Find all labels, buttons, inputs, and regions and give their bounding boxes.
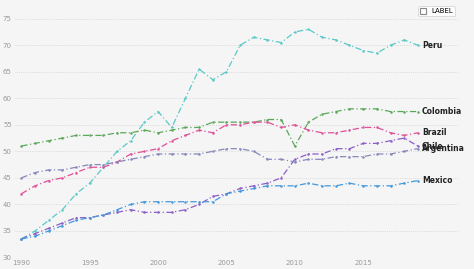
Text: Brazil: Brazil xyxy=(422,128,447,137)
Text: Colombia: Colombia xyxy=(422,107,462,116)
Text: Chile: Chile xyxy=(422,141,444,151)
Legend: LABEL: LABEL xyxy=(419,6,456,16)
Text: Argentina: Argentina xyxy=(422,144,465,153)
Text: Peru: Peru xyxy=(422,41,442,50)
Text: Mexico: Mexico xyxy=(422,176,453,185)
